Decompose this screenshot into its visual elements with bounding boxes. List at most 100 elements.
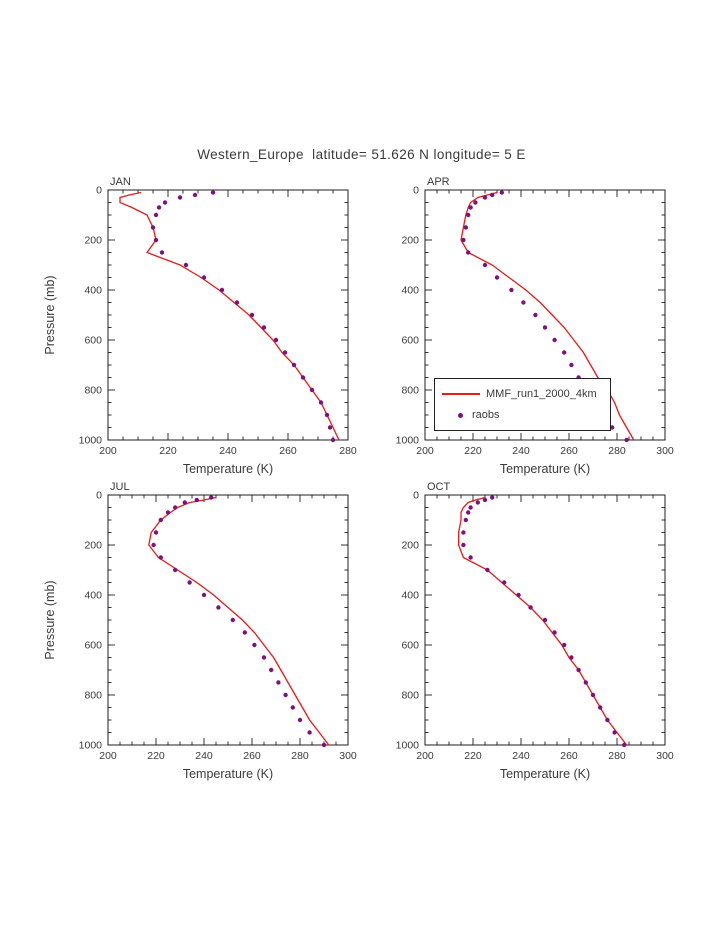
raobs-point (598, 705, 603, 710)
x-tick-label: 300 (656, 750, 674, 762)
raobs-point (291, 362, 297, 368)
raobs-point (542, 617, 548, 623)
y-tick-label: 200 (401, 235, 419, 247)
y-tick-label: 200 (84, 235, 102, 247)
y-axis-title: Pressure (mb) (43, 275, 57, 354)
raobs-point (182, 500, 187, 505)
raobs-point (468, 205, 473, 210)
raobs-point (562, 350, 567, 355)
x-tick-label: 240 (512, 445, 530, 457)
raobs-point (461, 530, 466, 535)
legend-row-raobs: raobs (442, 409, 610, 421)
x-tick-label: 260 (560, 445, 578, 457)
panel-title: OCT (427, 481, 451, 493)
y-tick-label: 200 (401, 540, 419, 552)
raobs-point (318, 400, 324, 405)
raobs-dot-sample-icon (458, 412, 463, 418)
raobs-point (150, 225, 156, 230)
y-tick-label: 200 (84, 540, 102, 552)
raobs-point (461, 542, 466, 548)
raobs-point (321, 742, 327, 748)
panel-jan: 200 220 240 260 280 0 200 400 600 800 1000 JAN Tempe… (43, 176, 357, 476)
raobs-point (528, 605, 533, 610)
model-profile-line (148, 496, 330, 746)
raobs-point (183, 262, 189, 268)
raobs-point (282, 350, 288, 355)
x-tick-label: 220 (464, 750, 482, 762)
raobs-point (156, 205, 162, 210)
raobs-point (562, 642, 567, 648)
raobs-point (192, 192, 198, 198)
raobs-point (173, 567, 178, 573)
raobs-point (201, 275, 207, 280)
x-tick-label: 200 (99, 445, 117, 457)
x-tick-label: 200 (99, 750, 117, 762)
x-tick-label: 300 (656, 445, 674, 457)
y-tick-label: 1000 (79, 435, 103, 447)
raobs-point (209, 495, 214, 500)
raobs-point (605, 717, 610, 723)
raobs-point (482, 497, 488, 503)
raobs-point (210, 190, 216, 195)
x-tick-label: 200 (416, 445, 434, 457)
panel-apr: 200 220 240 260 280 300 0 200 400 600 800 1000 APR Te… (396, 176, 674, 476)
raobs-point (273, 337, 279, 343)
raobs-point (542, 325, 548, 330)
x-tick-label: 260 (279, 445, 297, 457)
raobs-point (485, 567, 490, 573)
y-tick-label: 800 (84, 690, 102, 702)
panel-title: APR (427, 176, 450, 188)
raobs-point (516, 592, 521, 598)
raobs-point (177, 195, 183, 200)
legend-row-model: MMF_run1_2000_4km (442, 388, 610, 400)
raobs-point (494, 275, 500, 280)
raobs-point (300, 375, 306, 380)
x-axis-title: Temperature (K) (183, 767, 273, 781)
raobs-point (327, 425, 333, 430)
raobs-point (158, 555, 163, 560)
raobs-point (466, 510, 471, 515)
x-tick-label: 280 (608, 445, 626, 457)
raobs-point (158, 517, 163, 523)
raobs-point (249, 312, 255, 318)
x-tick-label: 220 (147, 750, 165, 762)
raobs-point (461, 237, 466, 243)
y-tick-label: 800 (401, 690, 419, 702)
x-tick-label: 220 (464, 445, 482, 457)
legend-label-model: MMF_run1_2000_4km (486, 388, 597, 400)
y-tick-label: 0 (413, 185, 419, 197)
raobs-point (242, 630, 247, 635)
y-tick-label: 0 (96, 490, 102, 502)
panel-title: JUL (110, 481, 130, 493)
x-axis-title: Temperature (K) (500, 462, 590, 476)
raobs-point (482, 195, 488, 200)
raobs-point (252, 642, 257, 648)
x-tick-label: 260 (560, 750, 578, 762)
y-tick-label: 400 (84, 590, 102, 602)
raobs-point (482, 262, 488, 268)
raobs-point (569, 362, 574, 368)
raobs-point (475, 500, 480, 505)
model-line-sample-icon (442, 393, 480, 395)
panel-oct: 200 220 240 260 280 300 0 200 400 600 800 1000 OCT Te… (396, 481, 674, 781)
x-tick-label: 240 (512, 750, 530, 762)
plot-frame (107, 494, 349, 746)
raobs-point (490, 192, 495, 198)
raobs-point (502, 580, 507, 585)
raobs-point (583, 680, 588, 685)
y-tick-label: 400 (84, 285, 102, 297)
raobs-point (153, 237, 159, 243)
raobs-point (521, 300, 526, 305)
y-tick-label: 600 (84, 335, 102, 347)
y-tick-label: 0 (413, 490, 419, 502)
raobs-point (330, 437, 336, 443)
y-tick-label: 0 (96, 185, 102, 197)
raobs-point (162, 200, 168, 205)
figure-title: Western_Europe latitude= 51.626 N longit… (197, 147, 526, 162)
raobs-point (290, 705, 295, 710)
x-tick-label: 220 (159, 445, 177, 457)
raobs-point (307, 730, 312, 735)
x-tick-label: 280 (608, 750, 626, 762)
y-tick-label: 800 (401, 385, 419, 397)
